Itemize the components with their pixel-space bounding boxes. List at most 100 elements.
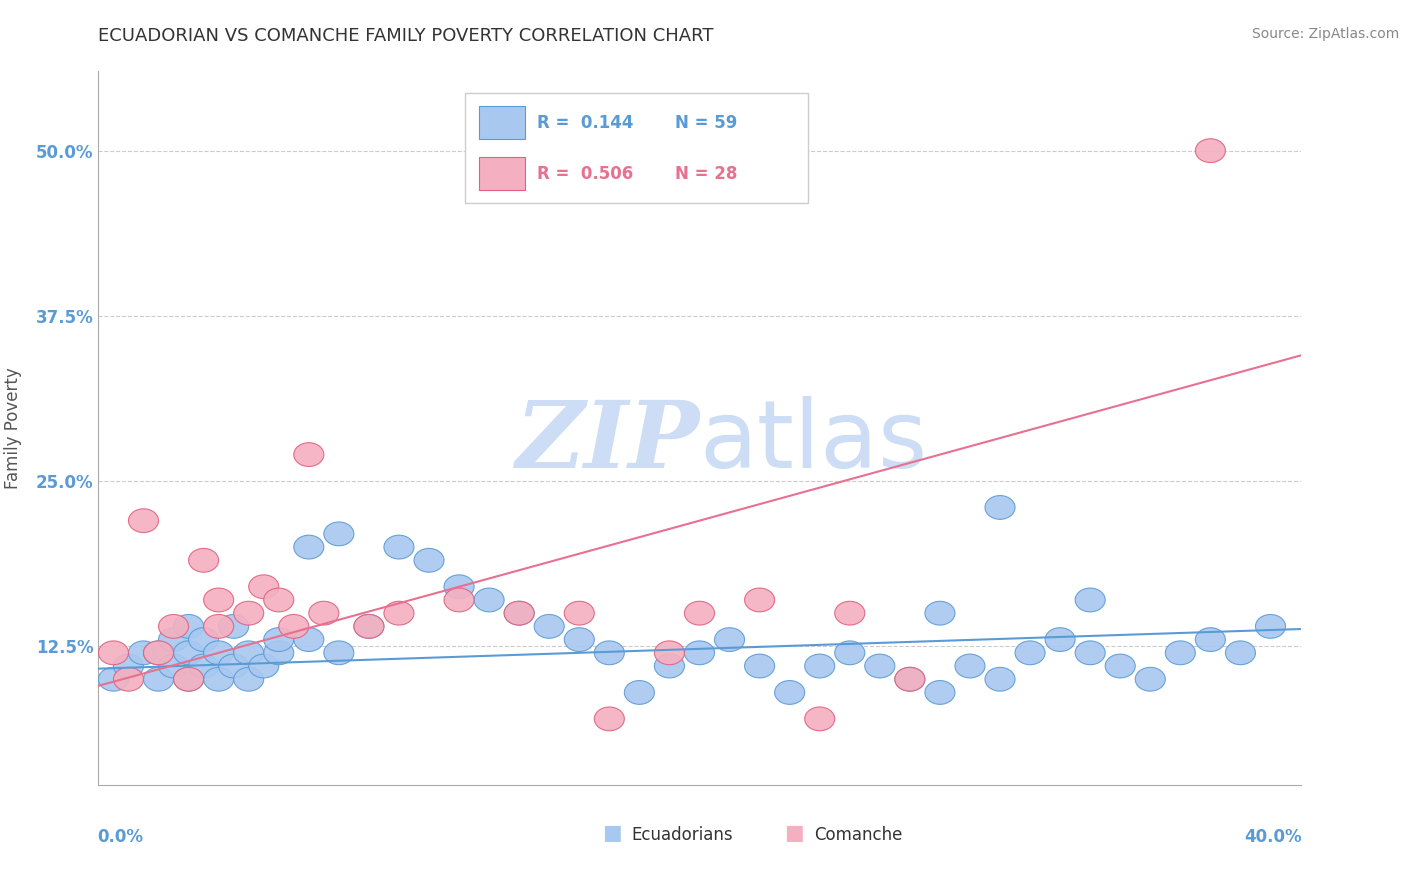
Text: ■: ■ — [602, 823, 621, 843]
Y-axis label: Family Poverty: Family Poverty — [4, 368, 22, 489]
FancyBboxPatch shape — [479, 157, 526, 190]
Ellipse shape — [595, 707, 624, 731]
Text: atlas: atlas — [699, 396, 928, 489]
Ellipse shape — [143, 641, 173, 665]
Text: N = 28: N = 28 — [675, 164, 738, 183]
Text: Ecuadorians: Ecuadorians — [631, 826, 733, 844]
Ellipse shape — [624, 681, 654, 705]
Ellipse shape — [654, 641, 685, 665]
Ellipse shape — [233, 601, 264, 625]
Ellipse shape — [173, 667, 204, 691]
Ellipse shape — [188, 654, 219, 678]
Ellipse shape — [233, 667, 264, 691]
Ellipse shape — [278, 615, 309, 639]
Ellipse shape — [188, 628, 219, 651]
Ellipse shape — [804, 707, 835, 731]
Ellipse shape — [1076, 641, 1105, 665]
Ellipse shape — [159, 654, 188, 678]
Ellipse shape — [294, 535, 323, 559]
Text: 40.0%: 40.0% — [1244, 828, 1302, 846]
Ellipse shape — [219, 615, 249, 639]
Ellipse shape — [925, 681, 955, 705]
Ellipse shape — [1015, 641, 1045, 665]
Ellipse shape — [323, 641, 354, 665]
Ellipse shape — [204, 588, 233, 612]
Ellipse shape — [98, 641, 128, 665]
Ellipse shape — [384, 601, 413, 625]
Ellipse shape — [1195, 628, 1226, 651]
Ellipse shape — [384, 535, 413, 559]
Ellipse shape — [143, 667, 173, 691]
Ellipse shape — [894, 667, 925, 691]
Ellipse shape — [204, 641, 233, 665]
Ellipse shape — [294, 442, 323, 467]
Ellipse shape — [309, 601, 339, 625]
Ellipse shape — [128, 508, 159, 533]
Ellipse shape — [264, 628, 294, 651]
Ellipse shape — [685, 601, 714, 625]
Text: ECUADORIAN VS COMANCHE FAMILY POVERTY CORRELATION CHART: ECUADORIAN VS COMANCHE FAMILY POVERTY CO… — [98, 27, 714, 45]
Ellipse shape — [986, 667, 1015, 691]
Ellipse shape — [264, 641, 294, 665]
Ellipse shape — [1195, 139, 1226, 162]
Ellipse shape — [564, 628, 595, 651]
Ellipse shape — [114, 667, 143, 691]
Ellipse shape — [1135, 667, 1166, 691]
Ellipse shape — [173, 641, 204, 665]
Ellipse shape — [894, 667, 925, 691]
Text: N = 59: N = 59 — [675, 113, 738, 132]
Text: Comanche: Comanche — [814, 826, 903, 844]
Ellipse shape — [128, 641, 159, 665]
Ellipse shape — [204, 615, 233, 639]
Ellipse shape — [143, 641, 173, 665]
Ellipse shape — [474, 588, 505, 612]
Ellipse shape — [114, 654, 143, 678]
Text: ■: ■ — [785, 823, 804, 843]
Text: ZIP: ZIP — [515, 398, 699, 487]
Ellipse shape — [835, 601, 865, 625]
Ellipse shape — [1256, 615, 1285, 639]
Ellipse shape — [775, 681, 804, 705]
Ellipse shape — [323, 522, 354, 546]
Ellipse shape — [925, 601, 955, 625]
Ellipse shape — [188, 549, 219, 572]
Ellipse shape — [249, 654, 278, 678]
Ellipse shape — [955, 654, 986, 678]
Ellipse shape — [1076, 588, 1105, 612]
Ellipse shape — [1166, 641, 1195, 665]
Ellipse shape — [159, 615, 188, 639]
Text: 0.0%: 0.0% — [97, 828, 143, 846]
Ellipse shape — [413, 549, 444, 572]
Ellipse shape — [173, 615, 204, 639]
Ellipse shape — [745, 588, 775, 612]
Ellipse shape — [1105, 654, 1135, 678]
Ellipse shape — [654, 654, 685, 678]
Ellipse shape — [233, 641, 264, 665]
Ellipse shape — [505, 601, 534, 625]
Ellipse shape — [564, 601, 595, 625]
Ellipse shape — [745, 654, 775, 678]
Ellipse shape — [986, 496, 1015, 519]
Ellipse shape — [505, 601, 534, 625]
FancyBboxPatch shape — [465, 93, 807, 203]
Ellipse shape — [865, 654, 894, 678]
Ellipse shape — [835, 641, 865, 665]
Ellipse shape — [354, 615, 384, 639]
Ellipse shape — [714, 628, 745, 651]
Ellipse shape — [204, 667, 233, 691]
Ellipse shape — [1045, 628, 1076, 651]
Ellipse shape — [1226, 641, 1256, 665]
Ellipse shape — [219, 654, 249, 678]
Ellipse shape — [264, 588, 294, 612]
Ellipse shape — [595, 641, 624, 665]
Text: R =  0.506: R = 0.506 — [537, 164, 634, 183]
Ellipse shape — [804, 654, 835, 678]
Ellipse shape — [249, 574, 278, 599]
Ellipse shape — [294, 628, 323, 651]
Ellipse shape — [98, 667, 128, 691]
FancyBboxPatch shape — [479, 106, 526, 139]
Ellipse shape — [444, 588, 474, 612]
Text: R =  0.144: R = 0.144 — [537, 113, 634, 132]
Ellipse shape — [534, 615, 564, 639]
Ellipse shape — [354, 615, 384, 639]
